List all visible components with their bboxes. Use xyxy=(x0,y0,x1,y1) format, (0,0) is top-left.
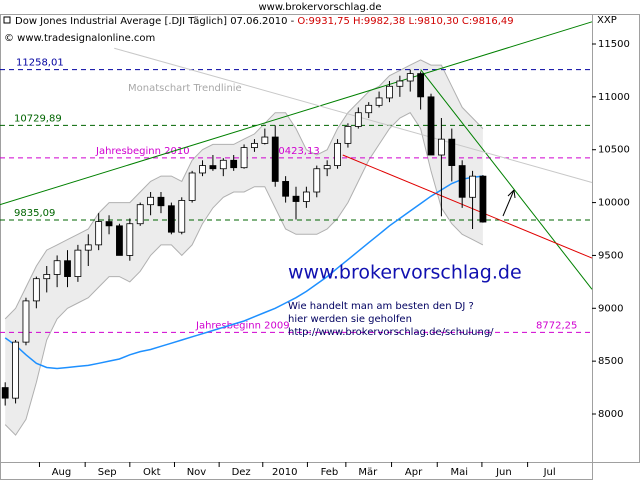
y-tick-label: 10500 xyxy=(598,145,630,156)
candle-body xyxy=(1,387,9,399)
candle-body xyxy=(105,221,113,227)
candle-body xyxy=(53,260,61,275)
candle-body xyxy=(22,300,30,343)
candle-body xyxy=(167,205,175,233)
symbol: XXP xyxy=(597,15,617,26)
candle-body xyxy=(84,244,92,251)
candle-body xyxy=(261,136,269,144)
candle-body xyxy=(230,159,238,169)
candle-body xyxy=(282,181,290,197)
reference-label: 10423,13 xyxy=(272,146,320,157)
x-tick-label: Apr xyxy=(405,467,423,478)
x-tick-label: 2010 xyxy=(272,467,297,478)
candle-body xyxy=(448,138,456,166)
candle-body xyxy=(32,278,40,302)
reference-label: 11258,01 xyxy=(16,58,64,69)
reference-label: 10729,89 xyxy=(14,113,62,124)
y-tick-label: 9000 xyxy=(598,303,623,314)
y-tick-label: 10000 xyxy=(598,198,630,209)
candle-body xyxy=(406,73,414,82)
band-lower xyxy=(4,112,484,436)
trendline xyxy=(0,21,593,206)
candle-body xyxy=(302,191,310,202)
candle-body xyxy=(95,221,103,246)
candle-body xyxy=(354,112,362,127)
reference-note: Jahresbeginn 2010 xyxy=(95,146,190,157)
y-tick-label: 8500 xyxy=(598,356,623,367)
x-tick-label: Jul xyxy=(543,467,556,478)
candle-body xyxy=(427,96,435,156)
candle-body xyxy=(458,165,466,198)
candle-body xyxy=(178,200,186,233)
chart-title: Dow Jones Industrial Average [.DJI Tägli… xyxy=(15,16,514,27)
y-tick-label: 11000 xyxy=(598,92,630,103)
candle-body xyxy=(292,195,300,202)
x-tick-label: Feb xyxy=(321,467,339,478)
note: Wie handelt man am besten den DJ ? xyxy=(288,301,474,312)
candle-body xyxy=(199,165,206,174)
x-tick-label: Dez xyxy=(232,467,251,478)
trendline-label: Monatschart Trendlinie xyxy=(128,83,242,94)
candle-body xyxy=(344,126,352,144)
trendline xyxy=(342,154,593,259)
moving-average xyxy=(4,175,483,370)
x-tick-label: Okt xyxy=(143,467,161,478)
arrow xyxy=(502,189,515,217)
icon xyxy=(3,16,11,24)
x-tick-label: Aug xyxy=(52,467,72,478)
reference-note: Jahresbeginn 2009 xyxy=(195,320,290,331)
candle-body xyxy=(313,168,321,193)
x-tick-label: Jun xyxy=(495,467,512,478)
candle-body xyxy=(74,249,82,277)
trendline xyxy=(114,47,593,183)
x-tick-label: Sep xyxy=(98,467,117,478)
note: http://www.brokervorschlag.de/schulung/ xyxy=(288,327,494,338)
source: © www.tradesignalonline.com xyxy=(4,33,155,44)
candle-body xyxy=(323,165,331,170)
y-tick-label: 9500 xyxy=(598,250,623,261)
candle-body xyxy=(334,142,341,166)
plot: 11258,01 10729,89 10423,13 Jahresbeginn 201… xyxy=(0,21,593,436)
title: Dow Jones Industrial Average [.DJI Tägli… xyxy=(15,16,297,27)
quote: O:9931,75 H:9982,38 L:9810,30 C:9816,49 xyxy=(297,16,513,27)
candle-body xyxy=(12,341,19,399)
candle-body xyxy=(157,196,165,207)
candle-body xyxy=(240,147,248,169)
candle-body xyxy=(147,196,154,206)
candle-body xyxy=(396,80,404,87)
candle-body xyxy=(386,85,393,99)
reference-label: 9835,09 xyxy=(14,208,55,219)
reference-label: 8772,25 xyxy=(536,320,577,331)
candle-body xyxy=(116,225,123,256)
candle-body xyxy=(209,165,217,170)
x-tick-label: Mär xyxy=(358,467,378,478)
x-tick-label: Nov xyxy=(187,467,207,478)
band-area xyxy=(5,59,483,436)
candle-body xyxy=(251,142,258,149)
candle-body xyxy=(64,260,71,277)
band-upper xyxy=(4,59,484,320)
candle-body xyxy=(271,136,279,182)
x-tick-label: Mai xyxy=(450,467,468,478)
candle-body xyxy=(136,204,144,225)
candle-body xyxy=(417,73,425,98)
candle-body xyxy=(469,175,476,198)
arrow-head xyxy=(507,189,516,199)
candle-body xyxy=(479,175,487,223)
candle-body xyxy=(438,138,445,156)
candle-body xyxy=(126,223,134,256)
y-tick-label: 8000 xyxy=(598,409,623,420)
y-tick-label: 11500 xyxy=(598,39,630,50)
y-axis-frame xyxy=(592,14,640,463)
trendline xyxy=(420,69,593,290)
watermark: www.brokervorschlag.de xyxy=(288,262,522,284)
candle-body xyxy=(375,97,383,106)
candle-body xyxy=(219,159,227,170)
candle-body xyxy=(188,172,196,201)
site-title: www.brokervorschlag.de xyxy=(259,2,382,13)
note: hier werden sie geholfen xyxy=(288,314,412,325)
candle-body xyxy=(43,274,51,280)
candle-body xyxy=(365,104,373,114)
